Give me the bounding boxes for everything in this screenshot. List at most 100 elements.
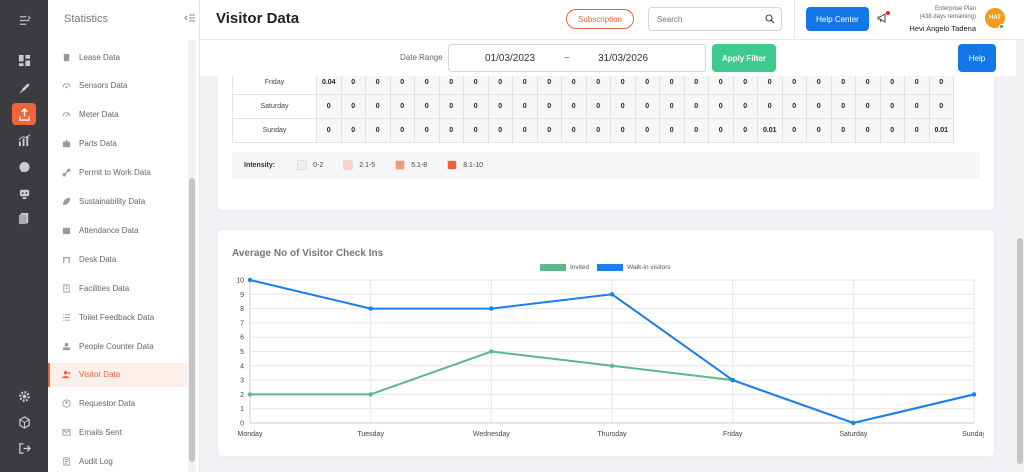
sidebar-item-permit-to-work-data[interactable]: Permit to Work Data [48, 161, 188, 185]
heatmap-cell[interactable]: 0 [585, 118, 611, 143]
heatmap-cell[interactable]: 0 [463, 118, 489, 143]
chat-icon[interactable] [0, 155, 48, 179]
heatmap-cell[interactable]: 0.01 [928, 118, 954, 143]
heatmap-cell[interactable]: 0 [389, 94, 415, 119]
heatmap-cell[interactable]: 0 [904, 76, 930, 95]
heatmap-cell[interactable]: 0 [561, 118, 587, 143]
heatmap-cell[interactable]: 0 [340, 94, 366, 119]
start-date[interactable]: 01/03/2023 [485, 53, 536, 64]
heatmap-cell[interactable]: 0 [806, 76, 832, 95]
legend-swatch-walk-in[interactable] [597, 264, 624, 271]
heatmap-cell[interactable]: 0 [757, 76, 783, 95]
dashboard-icon[interactable] [0, 48, 48, 72]
heatmap-cell[interactable]: 0 [610, 76, 636, 95]
heatmap-cell[interactable]: 0 [928, 76, 954, 95]
sidebar-scrollbar-thumb[interactable] [189, 178, 195, 462]
heatmap-cell[interactable]: 0 [438, 94, 464, 119]
heatmap-cell[interactable]: 0 [512, 94, 538, 119]
heatmap-cell[interactable]: 0.04 [316, 76, 342, 95]
user-name[interactable]: Hevi Angelo Tadena [909, 24, 976, 33]
search-input[interactable] [648, 7, 782, 31]
heatmap-cell[interactable]: 0 [463, 94, 489, 119]
documents-icon[interactable] [0, 206, 48, 230]
sidebar-item-visitor-data[interactable]: Visitor Data [48, 362, 188, 387]
heatmap-cell[interactable]: 0 [340, 76, 366, 95]
heatmap-cell[interactable]: 0 [904, 118, 930, 143]
heatmap-cell[interactable]: 0 [708, 94, 734, 119]
data-point[interactable] [247, 277, 253, 283]
rocket-icon[interactable] [0, 76, 48, 100]
sidebar-item-audit-log[interactable]: Audit Log [48, 450, 188, 472]
heatmap-cell[interactable]: 0 [414, 94, 440, 119]
heatmap-cell[interactable]: 0 [487, 94, 513, 119]
data-point[interactable] [730, 377, 735, 383]
sidebar-item-parts-data[interactable]: Parts Data [48, 132, 188, 156]
heatmap-cell[interactable]: 0 [683, 94, 709, 119]
heatmap-cell[interactable]: 0 [757, 94, 783, 119]
heatmap-cell[interactable]: 0 [806, 94, 832, 119]
sidebar-item-people-counter-data[interactable]: People Counter Data [48, 334, 188, 358]
heatmap-cell[interactable]: 0 [536, 94, 562, 119]
sidebar-item-sensors-data[interactable]: Sensors Data [48, 74, 188, 98]
data-point[interactable] [247, 392, 253, 397]
date-range-picker[interactable] [448, 44, 706, 72]
sidebar-item-sustainability-data[interactable]: Sustainability Data [48, 190, 188, 214]
avatar[interactable]: HAT [985, 8, 1005, 28]
page-scrollbar-thumb[interactable] [1017, 238, 1023, 464]
heatmap-cell[interactable]: 0 [634, 76, 660, 95]
help-center-button[interactable]: Help Center [806, 7, 869, 31]
end-date[interactable]: 31/03/2026 [598, 53, 649, 64]
data-point[interactable] [609, 292, 615, 297]
heatmap-cell[interactable]: 0 [585, 94, 611, 119]
heatmap-cell[interactable]: 0 [659, 94, 685, 119]
heatmap-cell[interactable]: 0.01 [757, 118, 783, 143]
sidebar-item-requestor-data[interactable]: Requestor Data [48, 392, 188, 416]
heatmap-cell[interactable]: 0 [830, 94, 856, 119]
heatmap-cell[interactable]: 0 [732, 118, 758, 143]
data-point[interactable] [971, 392, 977, 397]
heatmap-cell[interactable]: 0 [389, 118, 415, 143]
heatmap-cell[interactable]: 0 [487, 118, 513, 143]
heatmap-cell[interactable]: 0 [365, 118, 391, 143]
apply-filter-button[interactable]: Apply Filter [712, 44, 776, 72]
legend-swatch-invited[interactable] [540, 264, 566, 271]
data-point[interactable] [851, 420, 856, 426]
sidebar-item-desk-data[interactable]: Desk Data [48, 247, 188, 271]
data-point[interactable] [489, 306, 494, 311]
heatmap-cell[interactable]: 0 [610, 118, 636, 143]
heatmap-cell[interactable]: 0 [438, 76, 464, 95]
heatmap-cell[interactable]: 0 [414, 76, 440, 95]
heatmap-cell[interactable]: 0 [414, 118, 440, 143]
heatmap-cell[interactable]: 0 [316, 118, 342, 143]
collapse-sidebar-icon[interactable] [184, 12, 196, 24]
heatmap-cell[interactable]: 0 [634, 118, 660, 143]
heatmap-cell[interactable]: 0 [683, 76, 709, 95]
sidebar-item-emails-sent[interactable]: Emails Sent [48, 421, 188, 445]
subscription-button[interactable]: Subscription [566, 9, 634, 29]
reports-icon[interactable] [0, 128, 48, 152]
sidebar-item-lease-data[interactable]: Lease Data [48, 45, 188, 69]
heatmap-cell[interactable]: 0 [781, 94, 807, 119]
heatmap-cell[interactable]: 0 [536, 118, 562, 143]
statistics-icon[interactable] [0, 102, 48, 126]
legend-label-walk-in[interactable]: Walk-in visitors [627, 264, 671, 271]
heatmap-cell[interactable]: 0 [659, 118, 685, 143]
heatmap-cell[interactable]: 0 [708, 118, 734, 143]
heatmap-cell[interactable]: 0 [855, 94, 881, 119]
heatmap-cell[interactable]: 0 [830, 118, 856, 143]
data-point[interactable] [368, 392, 373, 397]
heatmap-cell[interactable]: 0 [928, 94, 954, 119]
heatmap-cell[interactable]: 0 [855, 76, 881, 95]
heatmap-cell[interactable]: 0 [487, 76, 513, 95]
heatmap-cell[interactable]: 0 [659, 76, 685, 95]
data-point[interactable] [489, 349, 494, 354]
heatmap-cell[interactable]: 0 [561, 94, 587, 119]
heatmap-cell[interactable]: 0 [512, 76, 538, 95]
heatmap-cell[interactable]: 0 [634, 94, 660, 119]
heatmap-cell[interactable]: 0 [830, 76, 856, 95]
heatmap-cell[interactable]: 0 [732, 76, 758, 95]
heatmap-cell[interactable]: 0 [855, 118, 881, 143]
heatmap-cell[interactable]: 0 [806, 118, 832, 143]
sidebar-item-meter-data[interactable]: Meter Data [48, 103, 188, 127]
heatmap-cell[interactable]: 0 [365, 94, 391, 119]
